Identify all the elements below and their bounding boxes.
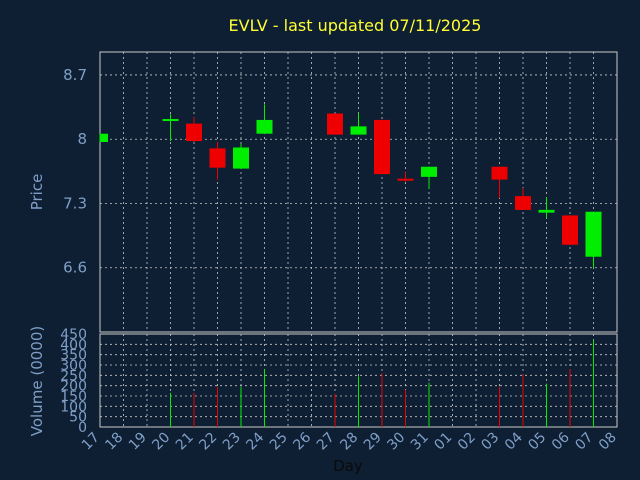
volume-y-tick-label: 400 <box>60 337 87 353</box>
candle-body <box>186 123 202 142</box>
price-y-tick-label: 8.7 <box>63 66 87 84</box>
candle <box>562 215 578 245</box>
candle-body <box>209 148 226 168</box>
volume-y-tick-label: 450 <box>60 327 87 343</box>
candle <box>256 104 273 134</box>
candle <box>350 113 367 135</box>
volume-axis-label: Volume (0000) <box>28 326 46 436</box>
volume-y-tick-label: 350 <box>60 348 87 364</box>
volume-y-tick-label: 150 <box>60 389 87 405</box>
price-axis-label: Price <box>28 174 46 211</box>
chart-title: EVLV - last updated 07/11/2025 <box>229 16 482 35</box>
volume-y-tick-label: 300 <box>60 358 87 374</box>
candle-body <box>350 126 367 135</box>
candle <box>186 117 202 142</box>
candle <box>233 143 249 169</box>
candle-body <box>491 166 508 180</box>
candle <box>209 141 226 180</box>
candles <box>99 104 602 268</box>
candle-body <box>374 119 390 175</box>
candle-body <box>421 166 437 177</box>
price-y-axis: 6.6 7.3 8 8.7 <box>63 66 87 277</box>
x-axis-label: Day <box>333 457 363 475</box>
candle <box>162 114 179 142</box>
candle <box>374 119 390 175</box>
candle <box>515 187 531 210</box>
volume-y-tick-label: 50 <box>69 410 87 426</box>
candle <box>491 166 508 198</box>
price-y-tick-label: 7.3 <box>63 194 87 212</box>
volume-y-tick-label: 100 <box>60 399 87 415</box>
volume-y-tick-label: 200 <box>60 379 87 395</box>
price-panel: 6.6 7.3 8 8.7 Price <box>28 51 618 333</box>
candle-body <box>256 119 273 134</box>
volume-bars <box>170 340 594 427</box>
candle <box>327 113 343 135</box>
price-y-tick-label: 6.6 <box>63 259 87 277</box>
candle-body <box>515 196 531 210</box>
x-axis-ticks: 17 18 19 20 21 22 23 24 25 26 27 28 29 30 31 01 02 03 04 05… <box>79 429 620 453</box>
volume-y-tick-label: 0 <box>78 420 87 436</box>
candle <box>538 197 555 219</box>
candle-body <box>233 147 249 169</box>
candle <box>421 166 437 189</box>
candle <box>585 211 602 268</box>
candle <box>397 172 414 182</box>
candle-body <box>327 113 343 135</box>
candle-body <box>585 211 602 257</box>
candle-body <box>162 119 179 122</box>
candle <box>99 133 108 142</box>
candle-body <box>562 215 578 245</box>
candle-body <box>100 133 108 142</box>
candle-body <box>397 178 414 181</box>
candle-body <box>538 209 555 213</box>
volume-y-tick-label: 250 <box>60 368 87 384</box>
price-y-tick-label: 8 <box>77 130 87 148</box>
